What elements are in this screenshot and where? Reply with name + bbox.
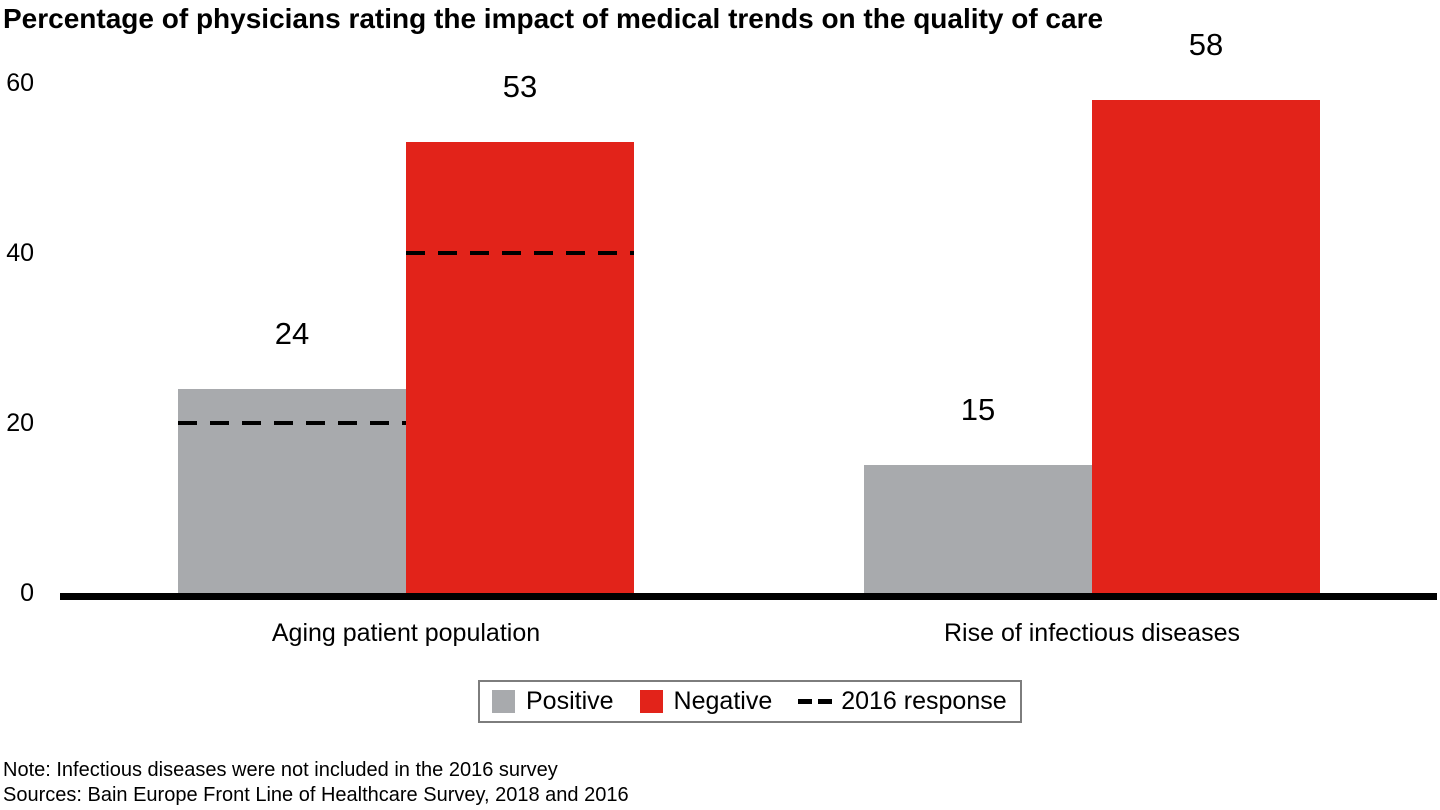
dashed-2016-line-positive-1 (178, 421, 406, 425)
chart-title: Percentage of physicians rating the impa… (3, 3, 1104, 34)
y-tick-label-0: 0 (20, 579, 34, 607)
legend-item-negative: Negative (639, 687, 773, 716)
y-tick-label-60: 60 (6, 69, 34, 97)
bar-negative-2 (1092, 100, 1320, 593)
note-text: Note: Infectious diseases were not inclu… (3, 759, 558, 781)
legend-item-2016-response: 2016 response (798, 687, 1007, 716)
sources-text: Sources: Bain Europe Front Line of Healt… (3, 784, 629, 806)
bar-negative-1 (406, 142, 634, 593)
legend-item-positive: Positive (492, 687, 614, 716)
legend-swatch-negative (639, 690, 663, 713)
category-label-2: Rise of infectious diseases (944, 619, 1240, 647)
legend-dash-icon (798, 699, 833, 704)
legend-label: Positive (526, 687, 614, 715)
y-tick-label-20: 20 (6, 409, 34, 437)
dashed-2016-line-negative-1 (406, 251, 634, 255)
legend-label: Negative (673, 687, 773, 715)
y-tick-label-40: 40 (6, 239, 34, 267)
value-label-positive-1: 24 (274, 316, 310, 351)
bar-positive-1 (178, 389, 406, 593)
value-label-positive-2: 15 (960, 392, 996, 427)
category-label-1: Aging patient population (271, 619, 541, 647)
x-axis-line (60, 593, 1437, 600)
value-label-negative-2: 58 (1188, 27, 1224, 62)
bar-positive-2 (864, 465, 1092, 593)
legend-swatch-positive (492, 690, 515, 713)
value-label-negative-1: 53 (502, 69, 538, 104)
legend: Positive Negative 2016 response (478, 680, 1022, 723)
legend-label: 2016 response (841, 687, 1007, 715)
